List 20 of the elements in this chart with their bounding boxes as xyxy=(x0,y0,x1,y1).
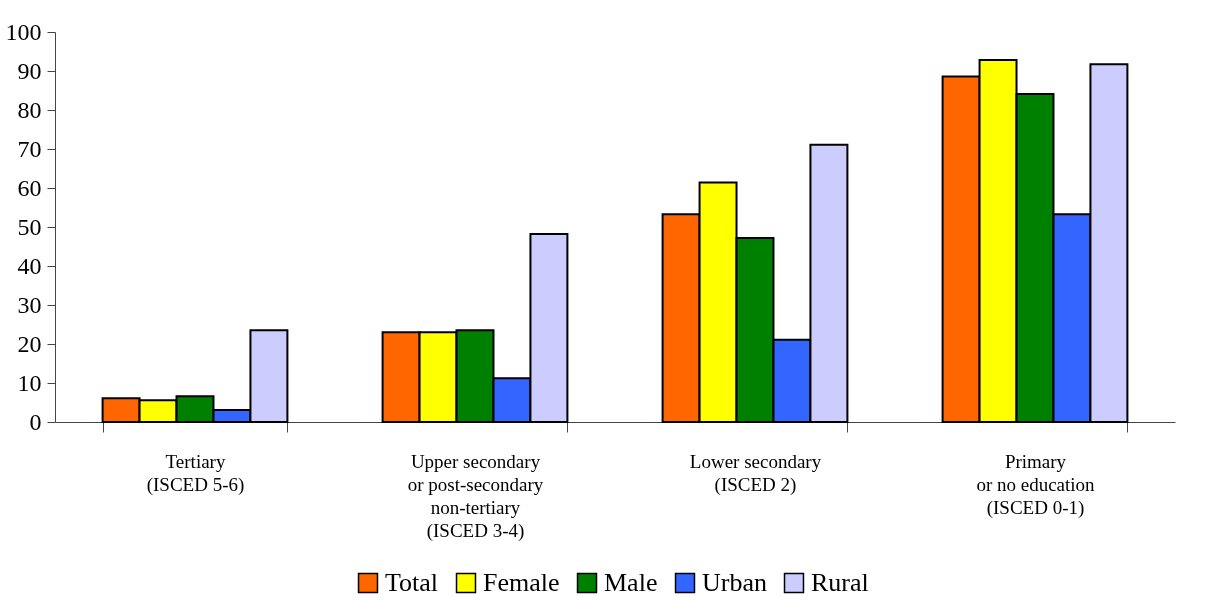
x-tick-label: Lower secondary (ISCED 2) xyxy=(689,450,822,496)
x-tick-label: Tertiary (ISCED 5-6) xyxy=(146,450,245,496)
y-tick-label: 0 xyxy=(29,408,42,435)
y-tick-label: 50 xyxy=(17,213,42,240)
y-tick-label: 10 xyxy=(17,369,42,396)
y-tick-label: 40 xyxy=(17,252,42,279)
y-tick-label: 20 xyxy=(17,330,42,357)
y-tick-label: 90 xyxy=(17,57,42,84)
legend-label: Total xyxy=(385,568,439,597)
y-tick-label: 60 xyxy=(17,174,42,201)
y-tick-label: 70 xyxy=(17,135,42,162)
legend-label: Female xyxy=(483,568,560,597)
legend-label: Rural xyxy=(811,568,869,597)
legend-label: Male xyxy=(604,568,658,597)
x-tick-label: Primary or no education (ISCED 0-1) xyxy=(976,450,1096,519)
y-tick-label: 80 xyxy=(17,96,42,123)
x-tick-label: Upper secondary or post-secondary non-tertiary (ISCED 3-4) xyxy=(407,450,544,542)
y-tick-label: 30 xyxy=(17,291,42,318)
y-tick-label: 100 xyxy=(5,18,42,45)
legend-label: Urban xyxy=(702,568,767,597)
